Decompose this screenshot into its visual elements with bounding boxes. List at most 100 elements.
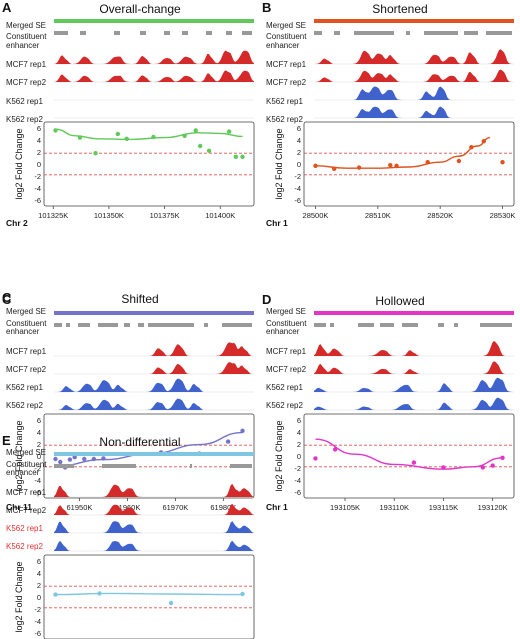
y-tick-label: 4	[37, 569, 41, 578]
k562-signal-track	[314, 377, 514, 392]
panel-letter: E	[2, 433, 11, 448]
y-tick-label: -4	[294, 184, 301, 193]
y-tick-label: -4	[294, 476, 301, 485]
merged-se-bar	[54, 19, 254, 23]
x-tick-label: 193120K	[478, 503, 508, 512]
constituent-enhancer-block	[438, 323, 444, 327]
constituent-enhancer-block	[206, 31, 212, 35]
row-label: Merged SE	[6, 307, 46, 316]
panel-letter: A	[2, 0, 12, 15]
row-label-mcf7-rep1: MCF7 rep1	[6, 60, 47, 69]
row-label: enhancer	[6, 468, 40, 477]
data-point	[313, 163, 318, 168]
row-label-k562-rep1: K562 rep1	[6, 97, 43, 106]
y-tick-label: 6	[37, 557, 41, 566]
constituent-enhancer-block	[182, 31, 188, 35]
chromosome-label: Chr 1	[266, 218, 288, 228]
fold-change-chart: log2 Fold Change 6 4 2 0 -2 -4 -6 193105K 193110K…	[266, 413, 515, 512]
y-tick-label: 0	[37, 160, 41, 169]
merged-se-bar	[54, 311, 254, 315]
x-tick-label: 193105K	[330, 503, 360, 512]
constituent-enhancer-block	[98, 323, 118, 327]
data-point	[481, 139, 487, 144]
row-label-enhancer: enhancer	[6, 41, 40, 50]
y-axis-label: log2 Fold Change	[14, 561, 24, 632]
row-label-k562-rep1: K562 rep1	[266, 97, 303, 106]
row-label: Constituent	[6, 319, 47, 328]
k562-signal-track	[54, 521, 254, 533]
constituent-enhancer-block	[190, 464, 192, 468]
x-tick-label: 28530K	[490, 211, 516, 220]
data-point	[441, 465, 446, 470]
constituent-enhancer-block	[464, 31, 478, 35]
data-point	[233, 154, 239, 159]
mcf7-signal-track	[54, 50, 254, 64]
y-tick-label: 2	[37, 148, 41, 157]
constituent-enhancer-block	[54, 464, 74, 468]
data-point	[206, 148, 212, 153]
merged-se-bar	[54, 452, 254, 456]
y-tick-label: -6	[34, 629, 41, 638]
data-point	[151, 134, 156, 140]
data-point	[500, 455, 505, 460]
constituent-enhancer-block	[148, 323, 194, 327]
constituent-enhancer-block	[480, 323, 512, 327]
data-point	[53, 456, 58, 462]
merged-se-bar	[314, 311, 514, 315]
data-point	[82, 456, 87, 462]
fit-curve	[55, 592, 243, 596]
row-label-merged-se: Merged SE	[266, 21, 307, 30]
data-point	[115, 131, 121, 137]
data-point	[469, 145, 474, 150]
row-label-mcf7-rep1: MCF7 rep1	[266, 60, 307, 69]
data-point	[225, 439, 231, 444]
y-tick-label: 6	[297, 416, 301, 425]
constituent-enhancer-block	[314, 323, 326, 327]
fit-curve	[315, 438, 503, 470]
data-point	[182, 133, 187, 138]
panel-letter: C	[2, 292, 12, 307]
chromosome-label: Chr 2	[6, 218, 28, 228]
mcf7-signal-track	[54, 342, 254, 356]
data-point	[124, 136, 129, 141]
plot-frame	[303, 413, 515, 499]
fold-change-chart: log2 Fold Change 6 4 2 0 -2 -4 -6 101325K 101350K…	[14, 121, 255, 220]
panel-letter: D	[262, 292, 271, 307]
data-point	[101, 456, 106, 461]
panel-title: Hollowed	[375, 294, 424, 308]
data-point	[500, 160, 505, 165]
y-tick-label: -2	[34, 464, 41, 473]
constituent-enhancer-block	[358, 323, 374, 327]
data-point	[93, 151, 98, 156]
row-label-k562-rep2: K562 rep2	[266, 115, 303, 124]
row-label: K562 rep1	[266, 383, 303, 392]
y-tick-label: -6	[294, 488, 301, 497]
data-point	[198, 143, 203, 149]
constituent-enhancer-block	[334, 31, 340, 35]
row-label: MCF7 rep1	[266, 347, 307, 356]
constituent-enhancer-block	[380, 323, 394, 327]
data-point	[77, 135, 83, 140]
y-tick-label: 0	[37, 593, 41, 602]
row-label: MCF7 rep1	[6, 488, 47, 497]
fit-curve	[315, 136, 491, 169]
row-label: MCF7 rep2	[6, 365, 47, 374]
y-tick-label: 2	[37, 440, 41, 449]
data-point	[240, 428, 245, 433]
y-tick-label: 0	[297, 452, 301, 461]
panel-title: Shortened	[372, 2, 428, 16]
y-axis-label: log2 Fold Change	[274, 128, 284, 199]
mcf7-signal-track	[54, 483, 254, 497]
x-tick-label: 101325K	[38, 211, 68, 220]
data-point	[394, 163, 399, 168]
constituent-enhancer-block	[164, 31, 170, 35]
y-tick-label: 4	[297, 428, 301, 437]
panel-letter: B	[262, 0, 272, 15]
k562-signal-track	[314, 86, 514, 100]
constituent-enhancer-block	[54, 323, 62, 327]
mcf7-signal-track	[54, 70, 254, 82]
mcf7-signal-track	[314, 69, 514, 82]
